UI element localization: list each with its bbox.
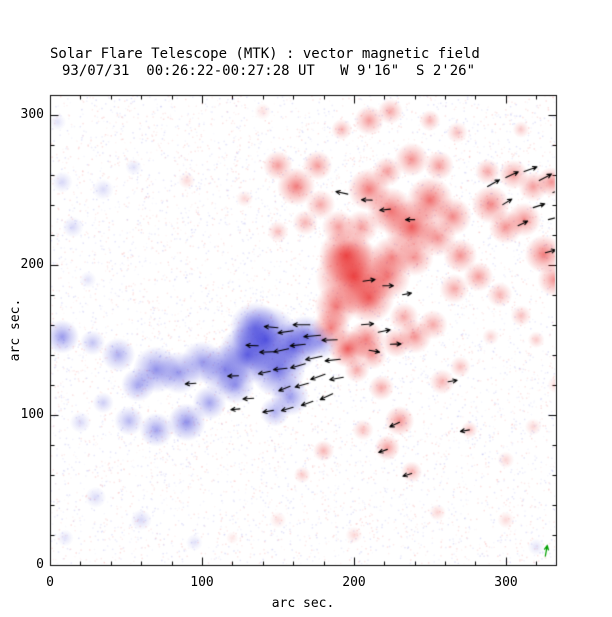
y-tick-label: 0: [36, 557, 44, 572]
x-tick-label: 200: [342, 575, 366, 590]
plot-title: Solar Flare Telescope (MTK) : vector mag…: [50, 46, 480, 62]
y-tick-label: 300: [20, 107, 44, 122]
y-tick-label: 100: [20, 407, 44, 422]
x-tick-label: 100: [190, 575, 214, 590]
y-tick-label: 200: [20, 257, 44, 272]
x-axis-label: arc sec.: [271, 596, 335, 611]
y-axis-label: arc sec.: [8, 298, 23, 362]
x-tick-label: 300: [494, 575, 518, 590]
plot-subtitle: 93/07/31 00:26:22-00:27:28 UT W 9'16" S …: [62, 63, 476, 79]
x-tick-label: 0: [46, 575, 54, 590]
